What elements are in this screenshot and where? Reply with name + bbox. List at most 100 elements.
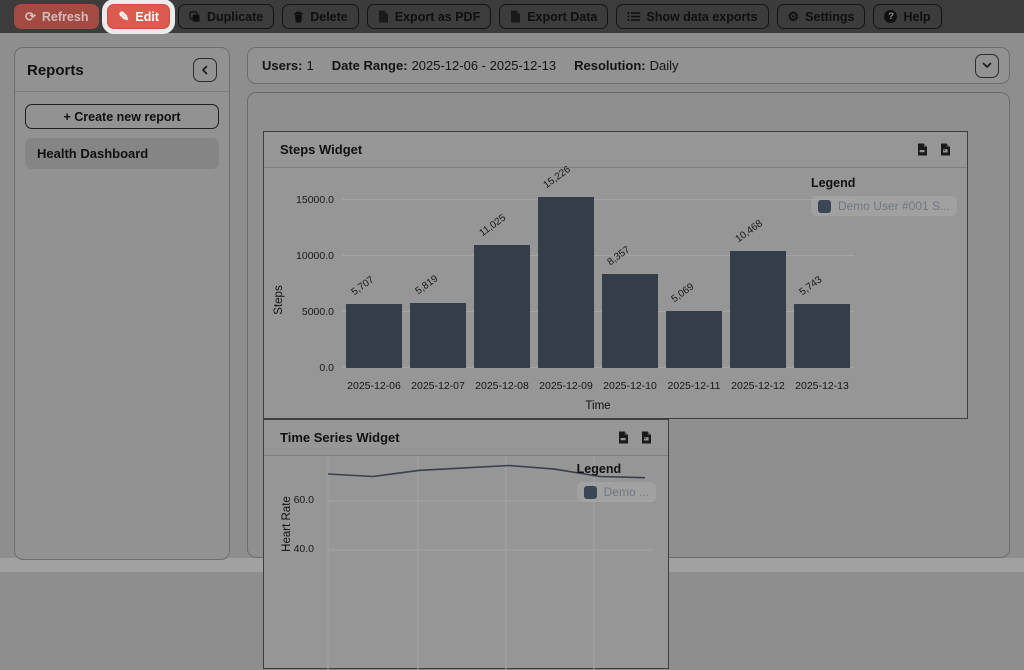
toolbar-button-label: Help xyxy=(903,9,931,24)
delete-button[interactable]: Delete xyxy=(282,4,359,29)
bar-column: 8,357 xyxy=(598,186,662,368)
sidebar-collapse-button[interactable] xyxy=(193,58,217,82)
sidebar-title: Reports xyxy=(27,61,84,79)
x-axis-tick-label: 2025-12-09 xyxy=(539,380,593,392)
list-icon xyxy=(627,11,641,22)
report-list-item[interactable]: Health Dashboard xyxy=(25,138,219,169)
x-axis-tick-label: 2025-12-10 xyxy=(603,380,657,392)
y-axis-tick-label: 0.0 xyxy=(319,362,334,374)
field-label: Date Range: xyxy=(331,58,408,73)
duplicate-button[interactable]: Duplicate xyxy=(177,4,275,29)
refresh-button[interactable]: ⟳ Refresh xyxy=(14,4,100,29)
bar-value-label: 15,226 xyxy=(541,164,573,192)
bar-value-label: 5,743 xyxy=(797,274,825,298)
bar-value-label: 11,025 xyxy=(477,212,509,239)
delete-icon xyxy=(293,11,304,23)
bar-value-label: 5,819 xyxy=(413,273,441,297)
file-pdf-icon[interactable] xyxy=(618,431,629,444)
edit-icon: ✎ xyxy=(118,9,130,24)
steps-widget-title: Steps Widget xyxy=(280,142,363,157)
export-pdf-button[interactable]: Export as PDF xyxy=(366,4,492,29)
x-axis-title: Time xyxy=(585,400,611,412)
bar xyxy=(410,302,466,368)
bar-value-label: 8,357 xyxy=(605,244,633,269)
x-axis-tick-label: 2025-12-06 xyxy=(347,380,401,392)
time-series-widget-header: Time Series Widget xyxy=(264,420,668,456)
steps-widget-header: Steps Widget xyxy=(264,132,967,168)
y-axis-tick-label: 15000.0 xyxy=(296,194,334,206)
file-image-icon[interactable] xyxy=(641,431,652,444)
toolbar-button-label: Show data exports xyxy=(646,9,758,24)
help-icon: ? xyxy=(884,10,898,23)
bar-value-label: 5,707 xyxy=(349,274,377,299)
field-value: Daily xyxy=(649,58,679,73)
toolbar-button-label: Refresh xyxy=(41,9,89,24)
chart-legend: Legend Demo User #001 S... xyxy=(810,176,957,216)
x-axis-tick-label: 2025-12-08 xyxy=(475,380,529,392)
legend-item-label: Demo ... xyxy=(603,485,649,499)
gear-icon: ⚙ xyxy=(787,9,800,24)
legend-swatch xyxy=(817,199,831,213)
field-value: 2025-12-06 - 2025-12-13 xyxy=(411,58,557,73)
toolbar-button-label: Export as PDF xyxy=(394,9,481,24)
time-series-chart: 60.0 40.0 Heart Rate Legend Demo ... xyxy=(264,456,668,670)
y-axis-title: Heart Rate xyxy=(281,496,293,552)
file-pdf-icon[interactable] xyxy=(917,143,928,156)
toolbar: ⟳ Refresh ✎ Edit Duplicate Delete Export as PD… xyxy=(0,0,1024,33)
file-icon xyxy=(510,10,521,23)
report-header-fields: Users: 1 Date Range: 2025-12-06 - 2025-12-1… xyxy=(262,58,975,73)
toolbar-button-label: Delete xyxy=(310,9,348,24)
bar xyxy=(474,244,530,368)
file-icon xyxy=(378,10,389,23)
chart-legend: Legend Demo ... xyxy=(576,462,656,502)
x-axis-tick-label: 2025-12-12 xyxy=(731,380,785,392)
steps-widget-export-icons xyxy=(917,143,951,156)
edit-button[interactable]: ✎ Edit xyxy=(107,4,170,29)
bar-column: 5,819 xyxy=(406,186,470,368)
x-axis-tick-labels: 2025-12-06 2025-12-07 2025-12-08 2025-12-09… xyxy=(342,380,854,392)
field-label: Resolution: xyxy=(574,58,646,73)
chevron-down-icon xyxy=(982,58,992,73)
report-list: Health Dashboard xyxy=(15,138,229,169)
show-data-exports-button[interactable]: Show data exports xyxy=(616,4,769,29)
legend-item-label: Demo User #001 S... xyxy=(837,199,950,213)
x-axis-tick-label: 2025-12-07 xyxy=(411,380,465,392)
toolbar-button-label: Edit xyxy=(135,9,159,24)
report-header-expand-button[interactable] xyxy=(975,53,999,78)
refresh-icon: ⟳ xyxy=(25,9,36,24)
bar xyxy=(602,274,658,368)
legend-item[interactable]: Demo User #001 S... xyxy=(810,196,957,216)
reports-sidebar: Reports + Create new report Health Dashb… xyxy=(14,47,230,560)
gridline xyxy=(342,367,854,368)
y-axis-tick-label: 60.0 xyxy=(293,494,314,506)
legend-title: Legend xyxy=(810,176,856,190)
bar-series: 5,707 5,819 11,025 15,226 8,357 5,069 10,468 5,… xyxy=(342,165,854,368)
bar xyxy=(346,304,402,368)
bar xyxy=(794,303,850,368)
bar xyxy=(666,311,722,368)
settings-button[interactable]: ⚙ Settings xyxy=(776,4,866,29)
file-image-icon[interactable] xyxy=(940,143,951,156)
legend-item[interactable]: Demo ... xyxy=(576,482,656,502)
bar-column: 10,468 xyxy=(726,186,790,368)
bar-column: 5,707 xyxy=(342,186,406,368)
report-content-panel: Steps Widget 5,707 5,819 11,025 15,226 8,357… xyxy=(247,92,1010,670)
legend-title: Legend xyxy=(576,462,622,476)
report-header-field: Resolution: Daily xyxy=(574,58,678,73)
steps-plot-area: 5,707 5,819 11,025 15,226 8,357 5,069 10,468 5,… xyxy=(342,165,854,368)
create-new-report-button[interactable]: + Create new report xyxy=(25,104,219,129)
time-series-widget-export-icons xyxy=(618,431,652,444)
bar xyxy=(730,250,786,368)
export-data-button[interactable]: Export Data xyxy=(499,4,609,29)
steps-chart: 5,707 5,819 11,025 15,226 8,357 5,069 10,468 5,… xyxy=(264,165,967,418)
legend-swatch xyxy=(583,485,597,499)
bar-column: 5,069 xyxy=(662,186,726,368)
help-button[interactable]: ? Help xyxy=(873,4,942,29)
gridline xyxy=(342,255,854,256)
y-axis-tick-label: 5000.0 xyxy=(301,306,334,318)
sidebar-header: Reports xyxy=(15,48,229,92)
field-value: 1 xyxy=(306,58,314,73)
bar-value-label: 10,468 xyxy=(733,217,765,245)
bar-column: 5,743 xyxy=(790,186,854,368)
report-header-field: Users: 1 xyxy=(262,58,314,73)
